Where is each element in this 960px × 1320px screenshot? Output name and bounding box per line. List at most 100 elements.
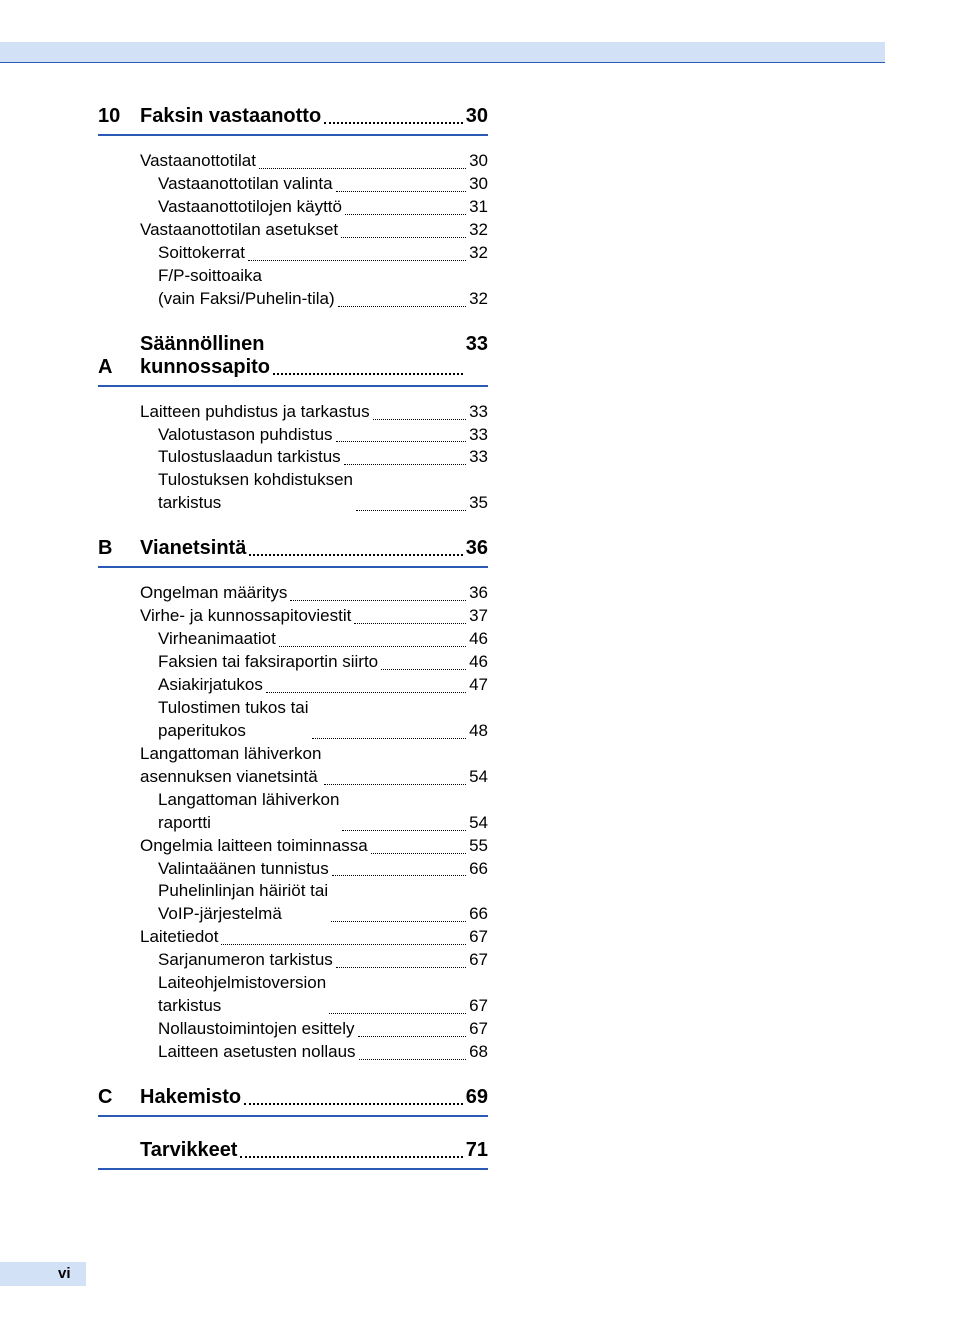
toc-entry: Faksien tai faksiraportin siirto 46	[140, 651, 488, 674]
entry-page: 31	[469, 196, 488, 219]
toc-entry: Soittokerrat32	[140, 242, 488, 265]
leader-dots	[249, 554, 462, 556]
toc-entry: Laitteen asetusten nollaus68	[140, 1041, 488, 1064]
entry-page: 36	[469, 582, 488, 605]
section-title: Tarvikkeet	[140, 1139, 237, 1162]
leader-dots	[381, 669, 466, 670]
section-page: 71	[466, 1139, 488, 1162]
leader-dots	[324, 122, 463, 124]
toc-entry: Tulostimen tukos tai paperitukos 48	[140, 697, 488, 743]
toc-section: 10Faksin vastaanotto30Vastaanottotilat30…	[98, 105, 488, 311]
toc-entry: Vastaanottotilan valinta30	[140, 173, 488, 196]
section-heading: BVianetsintä36	[98, 537, 488, 564]
section-marker: C	[98, 1086, 140, 1109]
toc-entry: Sarjanumeron tarkistus 67	[140, 949, 488, 972]
leader-dots	[342, 830, 466, 831]
toc-entry: Vastaanottotilan asetukset32	[140, 219, 488, 242]
entry-page: 67	[469, 995, 488, 1018]
entry-title: Soittokerrat	[158, 242, 245, 265]
entry-title: Virhe- ja kunnossapitoviestit	[140, 605, 351, 628]
leader-dots	[341, 237, 466, 238]
leader-dots	[332, 875, 466, 876]
leader-dots	[338, 306, 466, 307]
toc-section: Tarvikkeet 71	[98, 1139, 488, 1170]
section-page: 33	[466, 333, 488, 356]
entry-page: 67	[469, 949, 488, 972]
entry-title: Asiakirjatukos	[158, 674, 263, 697]
page-number: vi	[58, 1265, 71, 1282]
entry-page: 47	[469, 674, 488, 697]
section-entries: Ongelman määritys36Virhe- ja kunnossapit…	[140, 582, 488, 1064]
leader-dots	[244, 1103, 463, 1105]
section-rule	[98, 385, 488, 387]
toc-entry: Virheanimaatiot 46	[140, 628, 488, 651]
entry-title: Langattoman lähiverkon asennuksen vianet…	[140, 743, 321, 789]
leader-dots	[373, 419, 466, 420]
entry-page: 48	[469, 720, 488, 743]
entry-title: Tulostuksen kohdistuksen tarkistus	[158, 469, 353, 515]
entry-page: 66	[469, 858, 488, 881]
section-marker: 10	[98, 105, 140, 128]
entry-title: Nollaustoimintojen esittely	[158, 1018, 355, 1041]
section-page: 69	[466, 1086, 488, 1109]
leader-dots	[358, 1036, 467, 1037]
header-accent-bar	[0, 42, 885, 62]
leader-dots	[290, 600, 466, 601]
entry-title: Laiteohjelmistoversion tarkistus	[158, 972, 326, 1018]
leader-dots	[240, 1156, 462, 1158]
section-title: Vianetsintä	[140, 537, 246, 560]
entry-title: Sarjanumeron tarkistus	[158, 949, 333, 972]
entry-page: 30	[469, 173, 488, 196]
entry-page: 46	[469, 651, 488, 674]
entry-page: 54	[469, 812, 488, 835]
leader-dots	[336, 441, 467, 442]
section-title: Faksin vastaanotto	[140, 105, 321, 128]
section-title-row: Säännöllinen kunnossapito 33	[140, 333, 488, 379]
entry-page: 33	[469, 446, 488, 469]
entry-page: 33	[469, 424, 488, 447]
section-title-row: Hakemisto 69	[140, 1086, 488, 1109]
entry-page: 46	[469, 628, 488, 651]
entry-title: Langattoman lähiverkon raportti	[158, 789, 339, 835]
entry-page: 54	[469, 766, 488, 789]
toc-entry: Virhe- ja kunnossapitoviestit37	[140, 605, 488, 628]
entry-page: 30	[469, 150, 488, 173]
section-title: Säännöllinen kunnossapito	[140, 333, 270, 379]
table-of-contents: 10Faksin vastaanotto30Vastaanottotilat30…	[98, 105, 488, 1192]
entry-page: 67	[469, 1018, 488, 1041]
entry-title: Puhelinlinjan häiriöt tai VoIP-järjestel…	[158, 880, 328, 926]
entry-title: Vastaanottotilan asetukset	[140, 219, 338, 242]
toc-section: ASäännöllinen kunnossapito33Laitteen puh…	[98, 333, 488, 516]
entry-title: Faksien tai faksiraportin siirto	[158, 651, 378, 674]
entry-page: 67	[469, 926, 488, 949]
toc-entry: Tulostuksen kohdistuksen tarkistus 35	[140, 469, 488, 515]
entry-title: Virheanimaatiot	[158, 628, 276, 651]
toc-entry: Laitetiedot 67	[140, 926, 488, 949]
section-heading: CHakemisto 69	[98, 1086, 488, 1113]
leader-dots	[266, 692, 466, 693]
section-title: Hakemisto	[140, 1086, 241, 1109]
section-entries: Laitteen puhdistus ja tarkastus33Valotus…	[140, 401, 488, 516]
section-rule	[98, 566, 488, 568]
entry-page: 32	[469, 288, 488, 311]
entry-title: Laitetiedot	[140, 926, 218, 949]
entry-title: Laitteen asetusten nollaus	[158, 1041, 356, 1064]
leader-dots	[356, 510, 466, 511]
section-heading: Tarvikkeet 71	[98, 1139, 488, 1166]
leader-dots	[354, 623, 466, 624]
toc-entry: Valintaäänen tunnistus66	[140, 858, 488, 881]
entry-title: Laitteen puhdistus ja tarkastus	[140, 401, 370, 424]
entry-title: Ongelmia laitteen toiminnassa	[140, 835, 368, 858]
section-rule	[98, 1168, 488, 1170]
section-page: 30	[466, 105, 488, 128]
entry-page: 35	[469, 492, 488, 515]
entry-title: Tulostuslaadun tarkistus	[158, 446, 341, 469]
entry-title: Tulostimen tukos tai paperitukos	[158, 697, 309, 743]
leader-dots	[221, 944, 466, 945]
section-rule	[98, 1115, 488, 1117]
leader-dots	[345, 214, 466, 215]
toc-entry: Tulostuslaadun tarkistus 33	[140, 446, 488, 469]
leader-dots	[359, 1059, 467, 1060]
toc-entry: Ongelmia laitteen toiminnassa55	[140, 835, 488, 858]
entry-title: Vastaanottotilojen käyttö	[158, 196, 342, 219]
